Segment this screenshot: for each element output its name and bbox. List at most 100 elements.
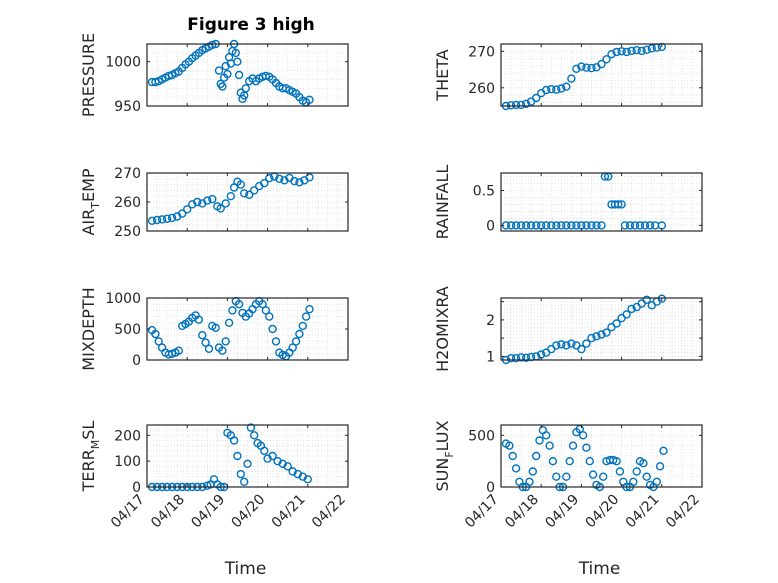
data-point [657,294,666,303]
data-point [516,100,526,110]
data-point [301,312,311,321]
y-axis-label: SUNFLUX [433,420,456,491]
data-point [640,221,650,230]
data-point [236,469,246,479]
y-axis-label: AIRTEMP [79,168,102,235]
data-series [501,424,668,492]
y-axis-label: H2OMIXRA [433,286,452,372]
data-point [268,451,277,461]
axes-box [500,297,703,361]
y-axis-label: PRESSURE [79,33,98,117]
data-point [629,477,638,486]
data-point [236,180,246,189]
x-axis-label: Time [578,559,621,579]
data-point [552,341,561,350]
data-point [622,310,631,319]
data-point [295,329,304,339]
data-point [157,215,167,224]
data-point [552,472,561,481]
subplot-mixdepth: 0 500 1000 MIXDEPTH [79,287,349,371]
data-point [625,221,635,230]
data-point [511,100,521,110]
data-point [521,353,531,362]
data-point [224,318,234,327]
data-point [525,477,534,486]
data-point [516,353,526,362]
y-tick-label: 0 [132,480,141,496]
data-point [607,50,616,59]
data-point [597,59,606,69]
y-axis-label: TERRMSL [79,421,102,493]
data-point [587,221,596,230]
data-point [147,216,157,226]
data-point [612,319,621,328]
data-point [642,295,651,304]
data-point [587,333,596,343]
data-point [614,200,623,209]
data-point [632,467,641,476]
data-point [627,46,636,56]
data-point [201,338,210,347]
data-point [260,446,269,455]
data-point [622,47,631,57]
data-point [545,441,554,450]
data-point [261,306,271,315]
data-point [278,459,287,468]
y-tick-label: 260 [468,81,495,97]
data-point [577,62,586,71]
y-axis-label: RAINFALL [433,165,452,240]
data-point [528,467,537,476]
data-point [305,305,314,314]
data-point [511,221,521,230]
data-point [198,331,207,340]
data-point [303,475,312,484]
data-point [542,85,551,95]
data-point [587,63,596,73]
y-tick-label: 100 [114,454,141,470]
data-series [501,294,666,365]
data-point [567,74,576,83]
subplot-pressure: 950 1000 PRESSURE [79,33,349,117]
data-point [597,221,606,230]
data-point [617,200,626,209]
data-point [223,69,232,79]
data-point [567,221,576,230]
data-series [147,39,314,107]
y-tick-label: 0 [486,480,495,496]
data-point [592,332,601,341]
data-point [154,337,163,346]
data-point [218,82,227,91]
y-tick-label: 1000 [105,291,141,307]
data-point [612,47,621,57]
data-point [193,197,202,207]
data-point [506,221,516,230]
data-point [508,451,517,461]
data-point [578,431,588,440]
data-point [592,221,601,230]
data-point [295,178,304,187]
axes-box [146,424,349,488]
data-point [659,446,668,455]
data-point [542,431,551,440]
data-point [627,304,636,314]
data-point [258,300,267,309]
data-point [305,95,314,105]
data-point [187,200,197,209]
subplot-rainfall: 0 0.5 RAINFALL [433,165,703,240]
data-point [521,99,531,109]
subplot-sun_flux: 04/17 04/18 04/19 04/20 04/21 04/220500SUNFLU… [433,420,703,579]
data-point [516,221,526,230]
y-tick-label: 0 [486,218,495,234]
y-tick-label: 2 [486,313,495,329]
axes-box [500,172,703,232]
data-point [239,189,249,198]
data-point [234,70,244,80]
data-point [239,477,249,486]
data-point [526,352,536,362]
data-point [275,174,284,184]
data-point [547,221,556,230]
data-point [152,215,162,225]
data-point [265,312,274,321]
